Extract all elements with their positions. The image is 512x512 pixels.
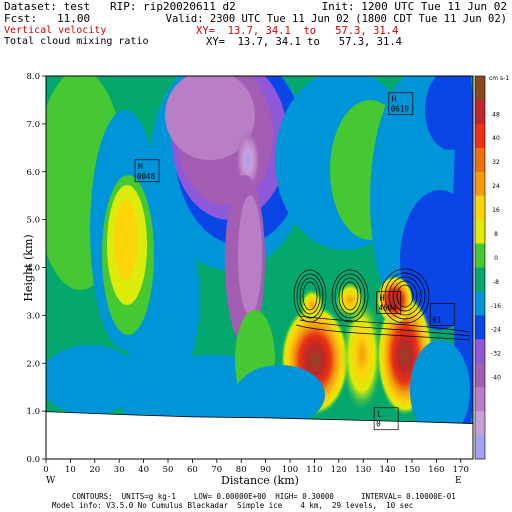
model-info: Model info: V3.5.0 No Cumulus Blackadar … [52, 501, 414, 510]
extremum-type: H [392, 95, 397, 104]
x-tick-label: 70 [211, 465, 222, 475]
colorbar-frame [474, 75, 486, 460]
east-label: E [455, 476, 462, 486]
x-tick-label: 130 [355, 465, 371, 475]
x-tick-label: 110 [306, 465, 322, 475]
extremum-value: 0619 [391, 105, 409, 114]
x-tick-label: 120 [331, 465, 347, 475]
colorbar-swatch [475, 363, 485, 388]
colorbar-swatch [475, 171, 485, 196]
colorbar-label: -40 [491, 375, 501, 382]
x-tick-label: 50 [163, 465, 174, 475]
field1-xy-label: XY= 13.7, 34.1 to 57.3, 31.4 [196, 25, 399, 37]
y-axis: 0.0 1.0 2.0 3.0 4.0 5.0 6.0 7.0 8.0 [26, 72, 46, 465]
west-label: W [46, 476, 56, 486]
extremum-value: 0 [376, 420, 381, 429]
colorbar-unit: cm s-1 [489, 75, 509, 82]
x-tick-label: 100 [282, 465, 298, 475]
extremum-type: H [138, 162, 143, 171]
x-tick-label: 170 [453, 465, 469, 475]
y-axis-title: Height (km) [22, 234, 35, 301]
x-tick-label: 150 [404, 465, 420, 475]
field2-label: Total cloud mixing ratio [4, 36, 149, 47]
y-tick-label: 4.0 [26, 264, 40, 274]
colorbar-swatch [475, 219, 485, 244]
dataset-label: Dataset: test RIP: rip20020611 d2 [4, 0, 236, 13]
x-tick-label: 0 [43, 465, 48, 475]
init-label: Init: 1200 UTC Tue 11 Jun 02 [321, 0, 507, 13]
extremum-value: 4694 [379, 303, 398, 312]
x-tick-label: 20 [89, 465, 100, 475]
colorbar-label: -16 [491, 303, 501, 310]
colorbar-label: 40 [492, 135, 500, 142]
colorbar-swatch [475, 435, 485, 460]
colorbar-label: -24 [491, 327, 501, 334]
x-tick-label: 30 [114, 465, 125, 475]
colorbar-swatch [475, 99, 485, 125]
field2-xy-label: XY= 13.7, 34.1 to 57.3, 31.4 [206, 36, 402, 48]
colorbar-label: 32 [492, 159, 500, 166]
extremum-box [134, 159, 160, 183]
colorbar: 48 40 32 24 16 8 0 -8 -16 -24 -32 -40 [474, 75, 501, 460]
colorbar-label: -8 [493, 279, 499, 286]
contours-info: CONTOURS: UNITS=g kg-1 LOW= 0.00000E+00 … [72, 492, 456, 501]
x-tick-label: 160 [428, 465, 444, 475]
cloud-mixing-contours [293, 268, 471, 341]
colorbar-label: -32 [491, 351, 501, 358]
y-tick-label: 7.0 [26, 120, 40, 130]
x-axis-title: Distance (km) [221, 474, 299, 487]
fcst-label: Fcst: 11.00 [4, 12, 91, 25]
extremum-value: 0048 [137, 172, 156, 181]
colorbar-swatch [475, 291, 485, 316]
extremum-value: 01 [432, 315, 441, 324]
extremum-type: L [377, 410, 382, 419]
colorbar-label: 16 [492, 207, 500, 214]
extremum-box [388, 92, 414, 116]
colorbar-label: 0 [494, 255, 498, 262]
vertical-velocity-shading [46, 76, 473, 459]
x-tick-label: 90 [260, 465, 271, 475]
x-axis: 0 10 20 30 40 50 60 70 80 90 100 110 120 130 140 150 160… [43, 459, 469, 475]
y-tick-label: 0.0 [26, 455, 40, 465]
colorbar-swatch [475, 147, 485, 173]
y-tick-label: 1.0 [26, 407, 40, 417]
extremum-label: L0 [373, 407, 399, 431]
colorbar-swatch [475, 387, 485, 412]
colorbar-swatch [475, 123, 485, 149]
y-tick-label: 5.0 [26, 216, 40, 226]
colorbar-swatch [475, 267, 485, 292]
x-tick-label: 80 [236, 465, 247, 475]
extremum-box [373, 407, 399, 431]
y-tick-label: 2.0 [26, 359, 40, 369]
colorbar-swatch [475, 195, 485, 220]
field1-label: Vertical velocity [4, 25, 107, 36]
y-tick-label: 3.0 [26, 311, 40, 321]
valid-label: Valid: 2300 UTC Tue 11 Jun 02 (1800 CDT … [165, 13, 507, 25]
x-tick-label: 10 [65, 465, 76, 475]
x-tick-label: 140 [379, 465, 395, 475]
extremum-label: 01 [429, 303, 455, 326]
colorbar-label: 48 [492, 111, 500, 118]
colorbar-label: 24 [492, 183, 500, 190]
colorbar-swatch [475, 411, 485, 436]
extremum-type: H [380, 293, 385, 302]
x-tick-label: 60 [187, 465, 198, 475]
colorbar-label: 8 [494, 231, 498, 238]
colorbar-swatch [475, 76, 485, 101]
x-tick-label: 40 [138, 465, 149, 475]
extremum-box [429, 303, 455, 326]
y-tick-label: 8.0 [26, 72, 40, 82]
colorbar-swatch [475, 315, 485, 340]
extremum-box [376, 291, 401, 314]
y-tick-label: 6.0 [26, 168, 40, 178]
colorbar-swatch [475, 339, 485, 364]
colorbar-swatch [475, 243, 485, 268]
